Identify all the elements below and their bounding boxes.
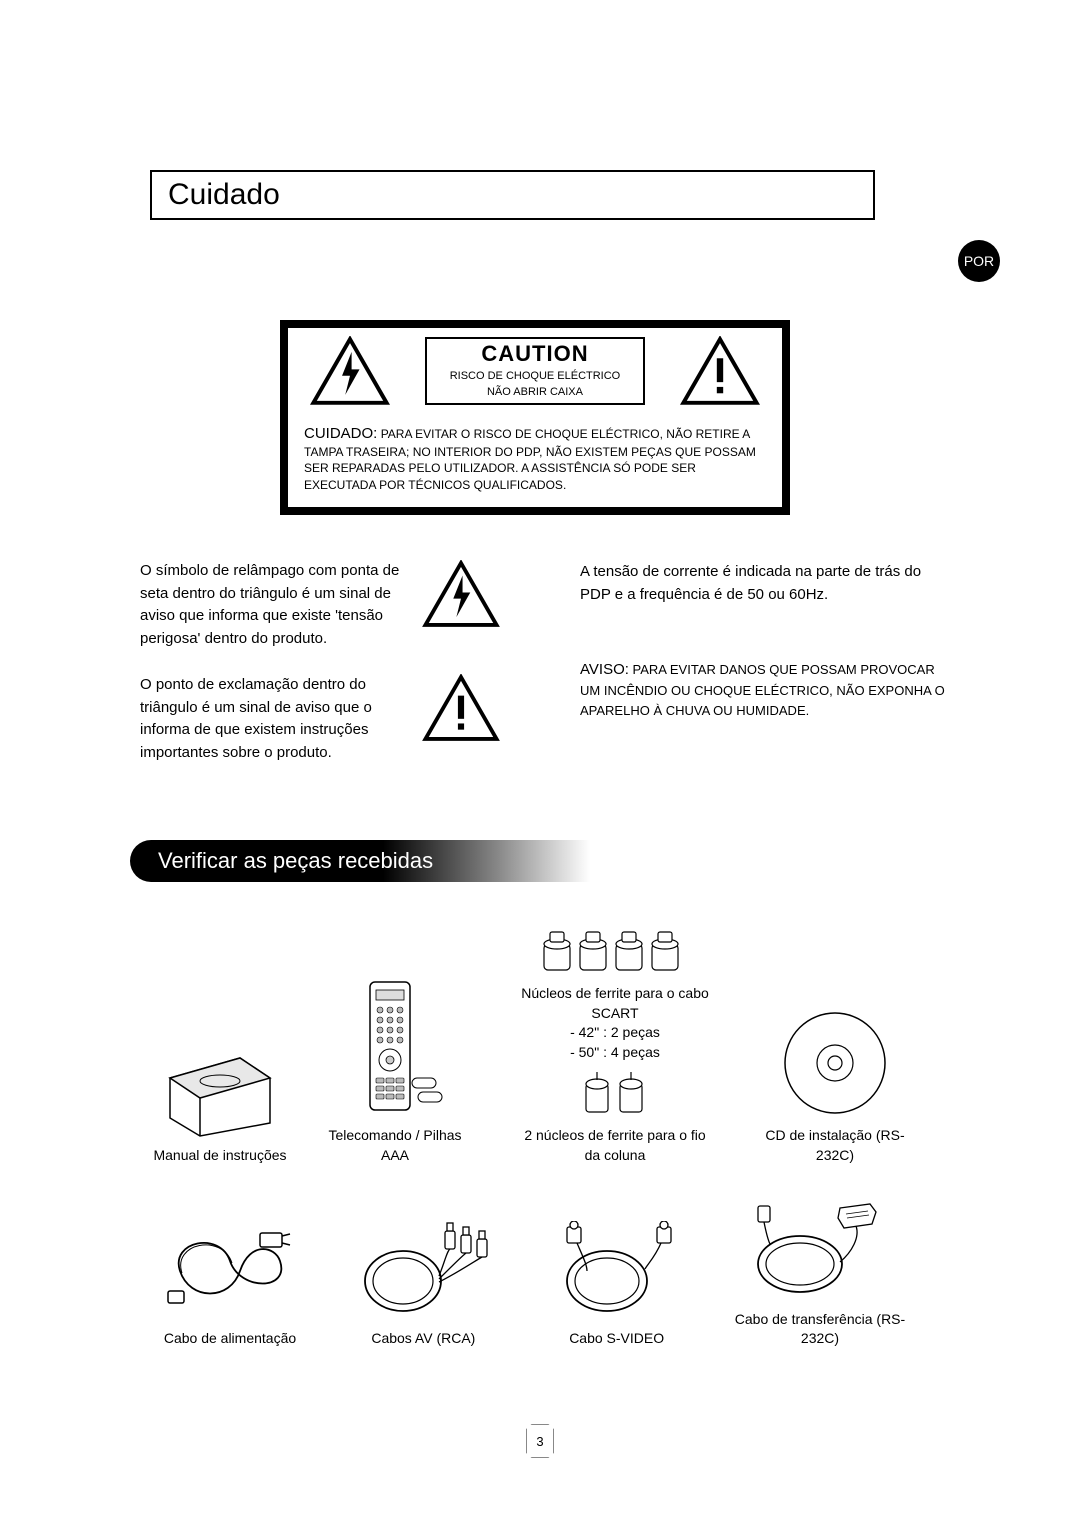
power-label: Cabo de alimentação [164,1329,296,1349]
language-code: POR [964,253,994,269]
aviso-body: PARA EVITAR DANOS QUE POSSAM PROVOCAR UM… [580,662,945,718]
item-power: Cabo de alimentação [150,1221,310,1349]
items-row-1: Manual de instruções [150,930,910,1166]
svideo-cable-icon [547,1221,687,1321]
power-cable-icon [160,1221,300,1321]
page-title: Cuidado [168,178,857,212]
manual-icon [160,1048,280,1138]
transfer-cable-icon [740,1202,900,1302]
accessories-grid: Manual de instruções [150,930,910,1385]
exclaim-text: O ponto de exclamação dentro do triângul… [140,674,410,764]
caution-body: CUIDADO: PARA EVITAR O RISCO DE CHOQUE E… [288,414,782,507]
caution-top-row: CAUTION RISCO DE CHOQUE ELÉCTRICO NÃO AB… [288,328,782,414]
exclamation-triangle-icon [680,336,760,406]
av-label: Cabos AV (RCA) [371,1329,475,1349]
ferrite-50: - 50" : 4 peças [500,1043,730,1063]
item-remote: Telecomando / Pilhas AAA [320,978,470,1165]
section-heading-pill: Verificar as peças recebidas [130,840,590,882]
ferrite-42: - 42" : 2 peças [500,1023,730,1043]
caution-label: CAUTION RISCO DE CHOQUE ELÉCTRICO NÃO AB… [425,337,645,406]
ferrite-scart-title: Núcleos de ferrite para o cabo SCART [500,984,730,1023]
caution-inner: CAUTION RISCO DE CHOQUE ELÉCTRICO NÃO AB… [288,328,782,507]
section2-title: Verificar as peças recebidas [158,848,433,874]
cd-label: CD de instalação (RS-232C) [760,1126,910,1165]
manual-page: POR Cuidado CAUTION RISCO DE CHOQUE ELÉC… [0,0,1080,1528]
ferrite-speaker-label: 2 núcleos de ferrite para o fio da colun… [520,1126,710,1165]
page-title-bar: Cuidado [150,170,875,220]
aviso-block: AVISO: PARA EVITAR DANOS QUE POSSAM PROV… [580,659,950,721]
ferrite-scart-icon [540,930,690,976]
page-number: 3 [526,1424,554,1458]
page-number-frame: 3 [526,1424,554,1458]
caution-lead: CUIDADO: [304,425,377,442]
caution-line2: NÃO ABRIR CAIXA [437,385,633,399]
exclamation-triangle-icon [422,674,500,742]
item-manual: Manual de instruções [150,1048,290,1166]
av-cable-icon [353,1221,493,1321]
caution-line1: RISCO DE CHOQUE ELÉCTRICO [437,369,633,383]
item-cd: CD de instalação (RS-232C) [760,1008,910,1165]
ferrite-scart-block: Núcleos de ferrite para o cabo SCART - 4… [500,984,730,1062]
lightning-text: O símbolo de relâmpago com ponta de seta… [140,560,410,650]
language-tab: POR [958,240,1000,282]
manual-label: Manual de instruções [153,1146,286,1166]
item-svideo: Cabo S-VIDEO [537,1221,697,1349]
transfer-label: Cabo de transferência (RS-232C) [730,1310,910,1349]
svideo-label: Cabo S-VIDEO [569,1329,664,1349]
voltage-text: A tensão de corrente é indicada na parte… [580,560,950,607]
caution-box: CAUTION RISCO DE CHOQUE ELÉCTRICO NÃO AB… [280,320,790,515]
remote-icon [340,978,450,1118]
ferrite-speaker-icon [580,1070,650,1118]
items-row-2: Cabo de alimentação Cabos AV (RCA) [150,1202,910,1349]
cd-icon [780,1008,890,1118]
page-number-text: 3 [536,1434,543,1449]
item-av: Cabos AV (RCA) [343,1221,503,1349]
caution-heading: CAUTION [437,341,633,367]
right-column: A tensão de corrente é indicada na parte… [580,560,950,720]
lightning-triangle-icon [310,336,390,406]
aviso-lead: AVISO: [580,661,629,678]
item-ferrite: Núcleos de ferrite para o cabo SCART - 4… [500,930,730,1166]
item-transfer: Cabo de transferência (RS-232C) [730,1202,910,1349]
lightning-triangle-icon [422,560,500,628]
remote-label: Telecomando / Pilhas AAA [320,1126,470,1165]
